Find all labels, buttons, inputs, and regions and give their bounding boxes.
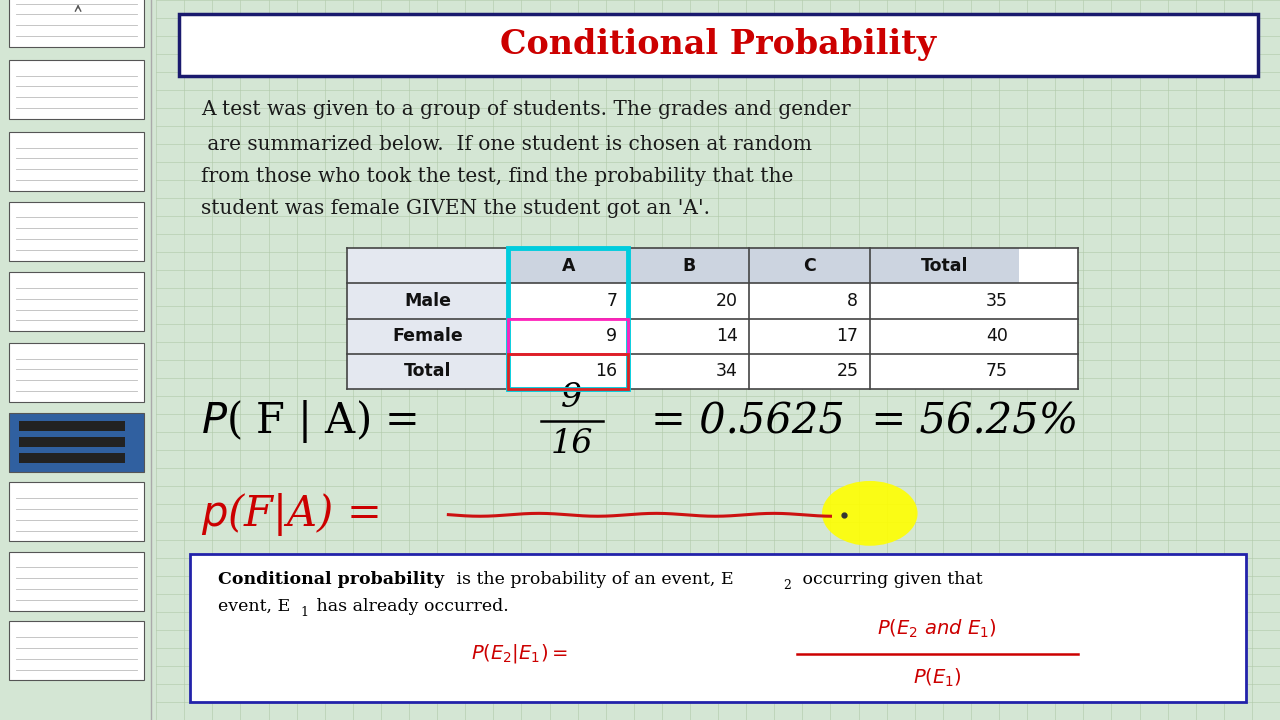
Text: Total: Total — [403, 362, 452, 380]
FancyBboxPatch shape — [179, 14, 1257, 76]
Text: 17: 17 — [836, 327, 859, 345]
Text: are summarized below.  If one student is chosen at random: are summarized below. If one student is … — [201, 135, 812, 153]
Text: from those who took the test, find the probability that the: from those who took the test, find the p… — [201, 167, 794, 186]
Bar — [508, 318, 628, 354]
Bar — [19, 453, 125, 463]
FancyBboxPatch shape — [189, 554, 1247, 702]
Text: $\it{P}$( F | A) =: $\it{P}$( F | A) = — [201, 397, 421, 445]
Text: Conditional probability: Conditional probability — [218, 571, 444, 588]
Text: 9: 9 — [607, 327, 617, 345]
FancyBboxPatch shape — [9, 552, 143, 611]
Text: is the probability of an event, E: is the probability of an event, E — [451, 571, 733, 588]
Text: Total: Total — [920, 257, 968, 275]
Text: $\mathit{P}(E_2\ and\ E_1)$: $\mathit{P}(E_2\ and\ E_1)$ — [877, 618, 997, 640]
Text: 40: 40 — [986, 327, 1009, 345]
Bar — [347, 248, 508, 389]
Text: occurring given that: occurring given that — [796, 571, 982, 588]
Bar — [347, 248, 1078, 389]
Bar — [508, 248, 628, 284]
Text: 75: 75 — [986, 362, 1009, 380]
FancyBboxPatch shape — [9, 0, 143, 47]
Text: 7: 7 — [607, 292, 617, 310]
FancyBboxPatch shape — [9, 343, 143, 402]
Bar — [628, 248, 749, 284]
Text: 16: 16 — [595, 362, 617, 380]
Text: Conditional Probability: Conditional Probability — [500, 28, 936, 61]
Text: $\mathit{P}(E_1)$: $\mathit{P}(E_1)$ — [913, 667, 961, 689]
Text: B: B — [682, 257, 695, 275]
Bar — [508, 354, 628, 389]
FancyBboxPatch shape — [9, 413, 143, 472]
Text: 35: 35 — [986, 292, 1009, 310]
FancyBboxPatch shape — [9, 621, 143, 680]
Text: 25: 25 — [836, 362, 859, 380]
Text: $\mathit{P}(E_2|E_1) =$: $\mathit{P}(E_2|E_1) =$ — [471, 642, 567, 665]
Text: 8: 8 — [847, 292, 859, 310]
Ellipse shape — [822, 481, 918, 546]
Text: student was female GIVEN the student got an 'A'.: student was female GIVEN the student got… — [201, 199, 710, 218]
Text: 1: 1 — [300, 606, 308, 618]
Text: Male: Male — [404, 292, 451, 310]
Bar — [508, 248, 628, 389]
Text: 16: 16 — [550, 428, 593, 460]
Text: A: A — [562, 257, 575, 275]
Bar — [869, 248, 1019, 284]
Bar — [749, 248, 869, 284]
FancyBboxPatch shape — [9, 272, 143, 331]
Text: event, E: event, E — [218, 598, 291, 615]
FancyBboxPatch shape — [9, 482, 143, 541]
Text: C: C — [803, 257, 815, 275]
Text: 2: 2 — [783, 579, 791, 592]
Text: = 0.5625  = 56.25%: = 0.5625 = 56.25% — [650, 400, 1078, 442]
Text: 9: 9 — [562, 382, 582, 414]
FancyBboxPatch shape — [9, 202, 143, 261]
Text: A test was given to a group of students. The grades and gender: A test was given to a group of students.… — [201, 100, 851, 119]
Text: Female: Female — [392, 327, 463, 345]
FancyBboxPatch shape — [9, 132, 143, 191]
Bar — [19, 421, 125, 431]
Text: $\it{p}$(F|A) =: $\it{p}$(F|A) = — [201, 491, 379, 539]
Text: has already occurred.: has already occurred. — [311, 598, 509, 615]
Text: 34: 34 — [716, 362, 737, 380]
Bar — [19, 437, 125, 447]
Text: 20: 20 — [716, 292, 737, 310]
FancyBboxPatch shape — [9, 60, 143, 119]
Text: 14: 14 — [716, 327, 737, 345]
